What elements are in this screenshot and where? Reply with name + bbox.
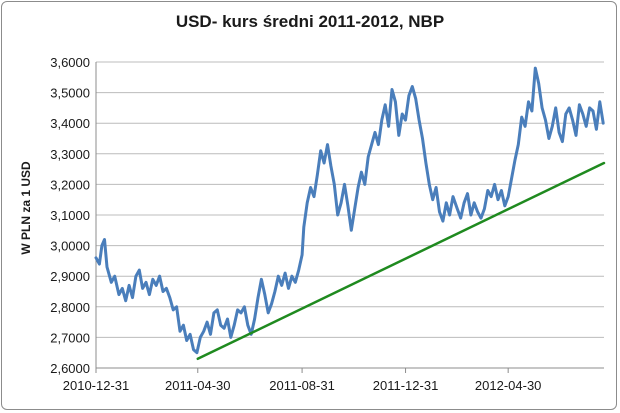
- x-tick-label: 2011-08-31: [269, 378, 335, 393]
- y-tick-label: 3,1000: [50, 208, 90, 223]
- y-tick-label: 2,7000: [50, 330, 90, 345]
- y-tick-label: 3,0000: [50, 239, 90, 254]
- y-tick-label: 3,4000: [50, 116, 90, 131]
- x-tick-label: 2012-04-30: [475, 378, 542, 393]
- y-tick-label: 3,3000: [50, 147, 90, 162]
- series-lines: [94, 66, 606, 361]
- x-tick-label: 2010-12-31: [63, 378, 130, 393]
- usd-rate-line: [94, 66, 605, 355]
- trend-line: [196, 161, 606, 361]
- y-tick-label: 3,5000: [50, 86, 90, 101]
- x-tick-label: 2011-04-30: [165, 378, 231, 393]
- y-tick-label: 3,6000: [50, 55, 90, 70]
- x-tick-label: 2011-12-31: [373, 378, 439, 393]
- y-tick-labels: 3,6000 3,5000 3,4000 3,3000 3,2000 3,1000 3,00…: [50, 55, 90, 376]
- y-tick-label: 2,9000: [50, 269, 90, 284]
- y-tick-label: 2,8000: [50, 300, 90, 315]
- grid-lines: [95, 61, 604, 369]
- chart-title: USD- kurs średni 2011-2012, NBP: [175, 12, 445, 31]
- y-tick-label: 3,2000: [50, 177, 90, 192]
- x-tick-labels: 2010-12-31 2011-04-30 2011-08-31 2011-12-31…: [63, 368, 542, 393]
- y-tick-label: 2,6000: [50, 361, 90, 376]
